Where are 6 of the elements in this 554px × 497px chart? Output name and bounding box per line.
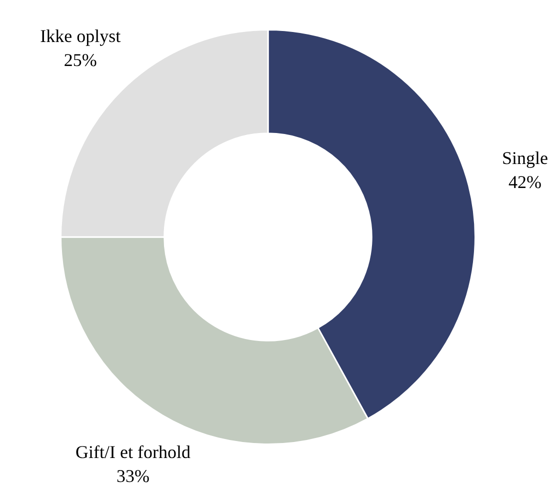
slice-label: Gift/I et forhold bbox=[75, 442, 190, 462]
data-label: 33% bbox=[116, 466, 150, 486]
data-label: 42% bbox=[508, 172, 542, 192]
slice-label: Single bbox=[502, 148, 548, 168]
slice-label: Ikke oplyst bbox=[40, 26, 121, 46]
data-label: 25% bbox=[64, 50, 97, 70]
